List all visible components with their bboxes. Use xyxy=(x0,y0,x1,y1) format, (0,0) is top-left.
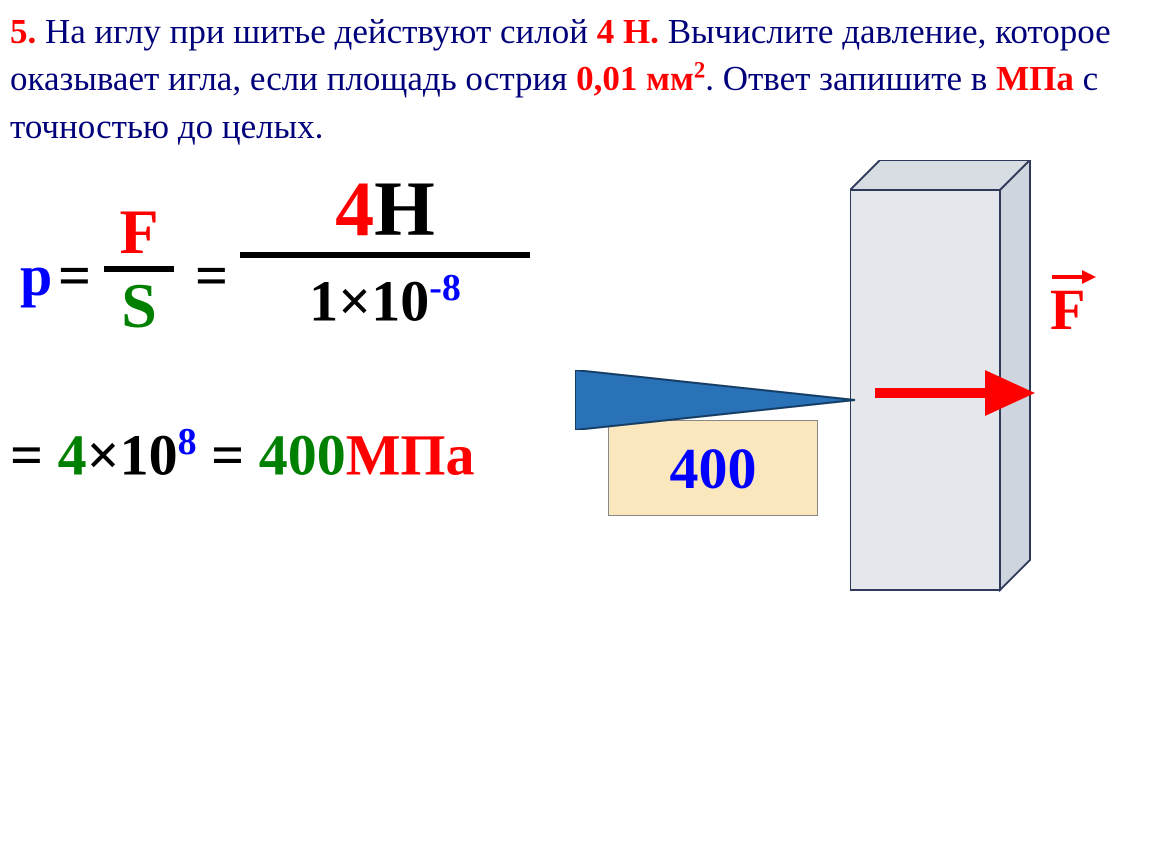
arrow-head xyxy=(985,370,1035,416)
problem-number: 5. xyxy=(10,12,36,51)
force-value: 4 Н. xyxy=(597,12,659,51)
num-h: Н xyxy=(374,165,435,252)
fraction-numeric: 4Н 1×10-8 xyxy=(240,170,530,333)
den-base: 1×10 xyxy=(309,268,429,333)
denominator-value: 1×10-8 xyxy=(240,262,530,333)
result-eq2: = xyxy=(197,422,259,487)
result-400: 400 xyxy=(259,422,346,487)
den-exponent: -8 xyxy=(429,267,461,309)
needle-icon xyxy=(575,370,865,435)
wall-top-face xyxy=(850,160,1030,190)
result-line: = 4×108 = 400МПа xyxy=(10,420,475,488)
numerator-4h: 4Н xyxy=(240,170,530,248)
result-eq1: = xyxy=(10,422,58,487)
fraction-fs: F S xyxy=(104,200,174,338)
force-letter: F xyxy=(1050,277,1085,342)
equals-1: = xyxy=(58,242,91,309)
unit-mpa: МПа xyxy=(996,59,1074,98)
area-value: 0,01 мм xyxy=(576,59,694,98)
result-exp: 8 xyxy=(178,421,197,463)
fraction-bar-2 xyxy=(240,252,530,258)
answer-value: 400 xyxy=(670,435,757,502)
numerator-f: F xyxy=(104,200,174,264)
variable-p: p xyxy=(20,242,52,309)
result-x10: ×10 xyxy=(87,422,178,487)
area-exponent: 2 xyxy=(694,58,705,83)
num-4: 4 xyxy=(335,165,374,252)
text-part-3: . Ответ запишите в xyxy=(705,59,996,98)
text-part-1: На иглу при шитье действуют силой xyxy=(36,12,596,51)
force-arrow-icon xyxy=(870,358,1040,433)
denominator-s: S xyxy=(104,274,174,338)
problem-statement: 5. На иглу при шитье действуют силой 4 Н… xyxy=(10,8,1130,150)
result-unit: МПа xyxy=(346,422,475,487)
result-4: 4 xyxy=(58,422,87,487)
equals-2: = xyxy=(195,242,228,309)
needle-shape xyxy=(575,370,855,430)
force-vector-label: F xyxy=(1050,270,1085,337)
